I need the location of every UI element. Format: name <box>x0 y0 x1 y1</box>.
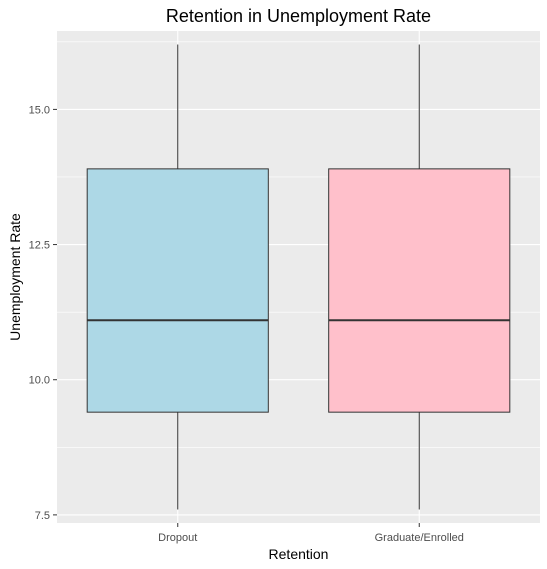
box-graduate-enrolled <box>328 44 511 510</box>
y-axis-ticks: 7.5 10.0 12.5 15.0 <box>29 104 57 522</box>
x-axis-title: Retention <box>269 546 329 562</box>
box-dropout <box>86 44 269 510</box>
box-body <box>86 168 269 413</box>
chart-title: Retention in Unemployment Rate <box>166 6 431 26</box>
y-tick-label: 10.0 <box>29 375 50 387</box>
x-tick-label: Graduate/Enrolled <box>375 532 464 544</box>
boxes <box>86 44 511 510</box>
x-axis-ticks: Dropout Graduate/Enrolled <box>158 523 464 544</box>
box-body <box>328 168 511 413</box>
y-axis-title: Unemployment Rate <box>7 213 23 341</box>
y-tick-label: 7.5 <box>35 510 50 522</box>
y-tick-label: 12.5 <box>29 240 50 252</box>
x-tick-label: Dropout <box>158 532 197 544</box>
y-tick-label: 15.0 <box>29 104 50 116</box>
